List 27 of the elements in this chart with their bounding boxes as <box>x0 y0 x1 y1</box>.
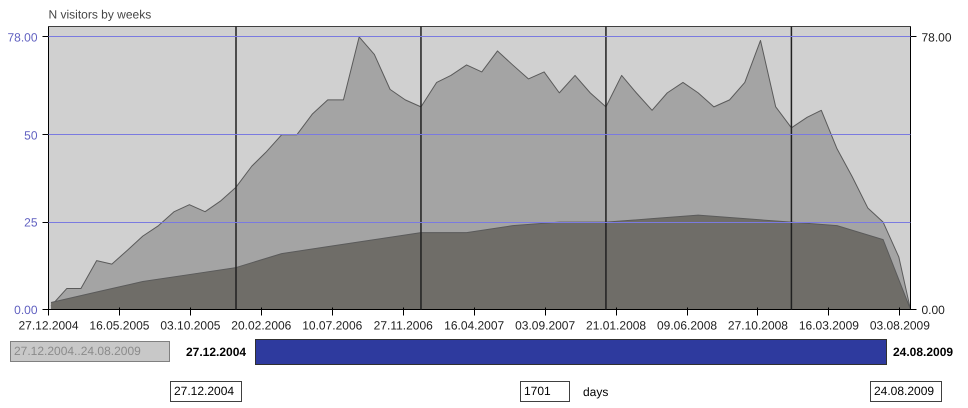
text: 24.08.2009 <box>892 344 954 361</box>
x-tick-label: 03.09.2007 <box>515 318 576 332</box>
x-tick-label: 16.05.2005 <box>89 318 150 332</box>
x-tick-label: 10.07.2006 <box>302 318 363 332</box>
y2-tick-label: 78.00 <box>922 30 952 44</box>
x-tick-label: 09.06.2008 <box>656 318 718 332</box>
x-tick-label: 03.08.2009 <box>870 318 930 332</box>
text: days <box>582 384 610 401</box>
x-tick-label: 27.12.2004 <box>18 318 79 332</box>
x-tick-label: 27.11.2006 <box>374 318 434 332</box>
x-tick-label: 03.10.2005 <box>160 318 221 332</box>
x-tick-label: 27.10.2008 <box>728 318 788 332</box>
text: 27.12.2004..24.08.2009 <box>10 341 170 362</box>
y-tick-label: 0.00 <box>14 303 38 317</box>
y-tick-label: 25 <box>24 216 38 230</box>
x-tick-label: 16.04.2007 <box>444 318 505 332</box>
x-tick-label: 20.02.2006 <box>231 318 292 332</box>
text: 24.08.2009 <box>870 381 942 402</box>
y2-tick-label: 0.00 <box>922 303 946 317</box>
text: 1701 <box>520 381 570 402</box>
y-tick-label: 78.00 <box>7 30 38 44</box>
y-tick-label: 50 <box>24 128 38 142</box>
text: 27.12.2004 <box>170 381 242 402</box>
chart-title: N visitors by weeks <box>48 8 152 22</box>
text: 27.12.2004 <box>185 344 248 361</box>
x-tick-label: 21.01.2008 <box>586 318 646 332</box>
x-tick-label: 16.03.2009 <box>798 318 860 332</box>
